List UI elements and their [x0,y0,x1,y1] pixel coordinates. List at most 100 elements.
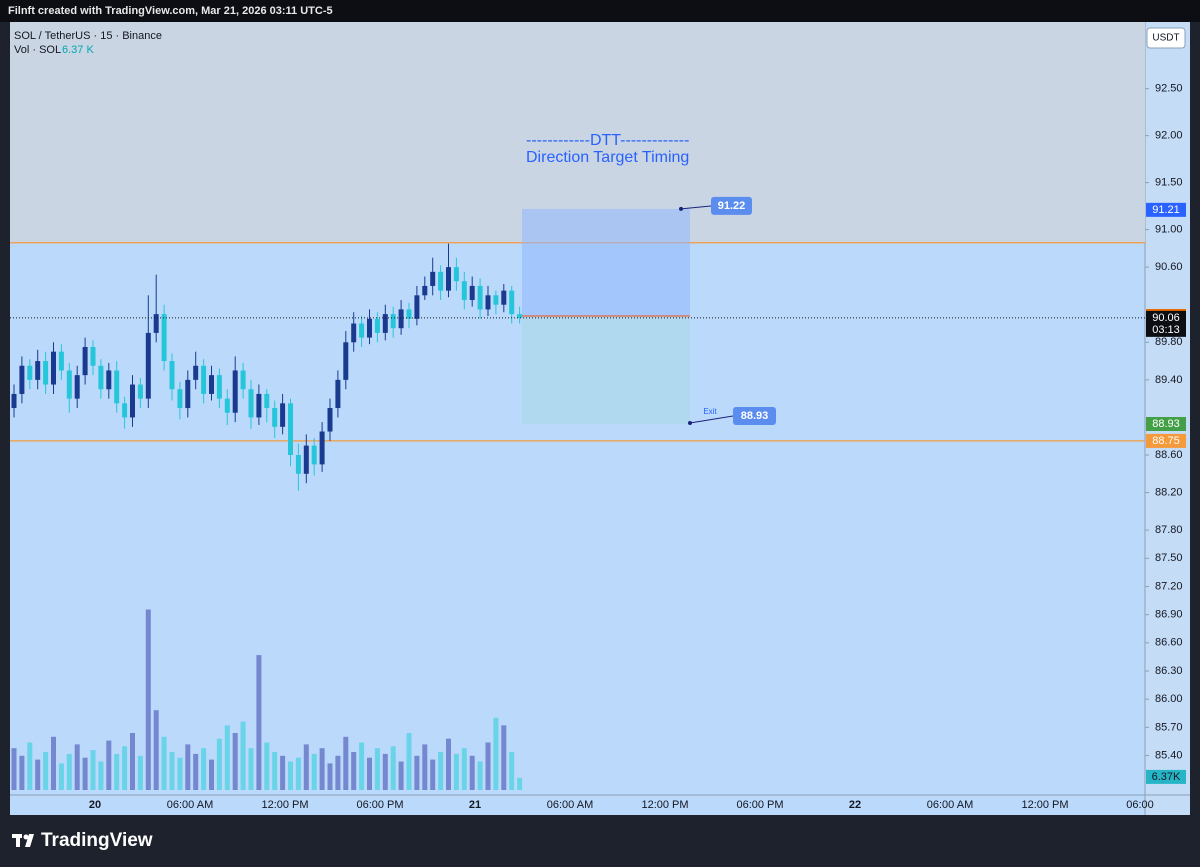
candle-body [374,318,380,333]
volume-bar [51,736,56,790]
target-label: 91.22 [718,200,746,212]
volume-bar [335,755,341,790]
candle-body [256,393,262,418]
stop-label-box [733,406,776,425]
price-label: 88.93 [1152,418,1180,430]
currency-label: USDT [1152,33,1179,44]
volume-bar [501,725,507,790]
volume-bar [232,733,238,790]
time-tick-label: 12:00 PM [641,799,688,811]
time-tick-label: 06:00 AM [547,799,593,811]
volume-bar [303,744,309,790]
volume-bar [130,733,135,790]
price-tick-label: 89.80 [1155,336,1183,348]
stop-connector [689,415,734,424]
upper-zone [10,22,1145,243]
volume-bar [66,753,72,790]
volume-bar [90,750,96,790]
candle-body [193,365,199,380]
candle-body [469,285,475,301]
volume-bar [359,742,365,790]
candle-body [343,342,349,380]
candle-body [280,403,286,427]
volume-bar [311,753,317,790]
candle-body [359,323,365,338]
volume-bar [161,736,167,790]
volume-bar [406,733,412,790]
price-label-box [1146,433,1186,448]
price-tick-label: 85.70 [1155,721,1183,733]
volume-bar [256,655,262,790]
last-price-label: 90.06 [1152,312,1180,324]
volume-bar [461,748,467,790]
candle-body [327,408,333,432]
legend-volume-name: Vol · SOL [14,44,61,56]
candle-body [224,398,230,413]
volume-bar [280,755,286,790]
target-connector [680,205,713,210]
candle-body [453,267,459,282]
candle-body [517,314,523,318]
price-tick-label: 87.50 [1155,552,1183,564]
candle-body [137,384,143,399]
candle-body [169,361,175,390]
target-label-box [711,196,752,215]
volume-bar [509,752,515,790]
volume-bar [264,742,270,790]
volume-bar [319,748,325,790]
candle-body [35,361,41,380]
candle-body [201,365,207,394]
candle-body [485,295,491,310]
candle-body [422,285,428,296]
candle-body [493,295,499,305]
candle-body [311,445,317,465]
time-tick-label: 06:00 AM [927,799,973,811]
time-tick-label: 12:00 PM [1021,799,1068,811]
volume-bar [137,755,143,790]
price-tick-label: 91.00 [1155,223,1183,235]
candle-body [398,309,404,329]
price-label-box [1146,416,1186,431]
volume-bar [106,740,112,790]
volume-bar [453,753,459,790]
volume-bar [35,759,41,790]
price-label: 88.75 [1152,435,1180,447]
volume-bar [438,752,444,790]
time-tick-label: 06:00 PM [736,799,783,811]
volume-bar [240,721,246,790]
price-tick-label: 85.40 [1155,749,1183,761]
volume-bar [114,753,120,790]
price-tick-label: 87.20 [1155,580,1183,592]
volume-bar [177,757,183,790]
volume-bar [193,753,199,790]
candle-body [272,408,278,427]
candle-body [130,384,135,418]
candle-body [19,365,25,394]
candle-body [51,351,56,385]
volume-bar [185,744,191,790]
candle-body [390,314,396,329]
volume-bar [493,717,499,790]
time-tick-label: 21 [469,799,481,811]
volume-bar [374,748,380,790]
volume-bar [272,752,278,790]
last-price-box [1146,310,1186,337]
exit-label: Exit [703,407,717,416]
price-label: 91.21 [1152,204,1180,216]
candle-body [74,375,80,399]
price-tick-label: 86.90 [1155,609,1183,621]
volume-bar [485,742,491,790]
logo-part [16,834,20,847]
candle-body [209,375,214,394]
candle-body [66,370,72,399]
candle-body [248,389,254,418]
candle-body [446,267,451,291]
candle-body [288,403,293,455]
volume-bar [477,761,483,790]
candle-body [106,370,112,390]
countdown-label: 03:13 [1152,324,1180,336]
volume-bar [27,742,33,790]
time-tick-label: 20 [89,799,101,811]
volume-bar [382,753,388,790]
